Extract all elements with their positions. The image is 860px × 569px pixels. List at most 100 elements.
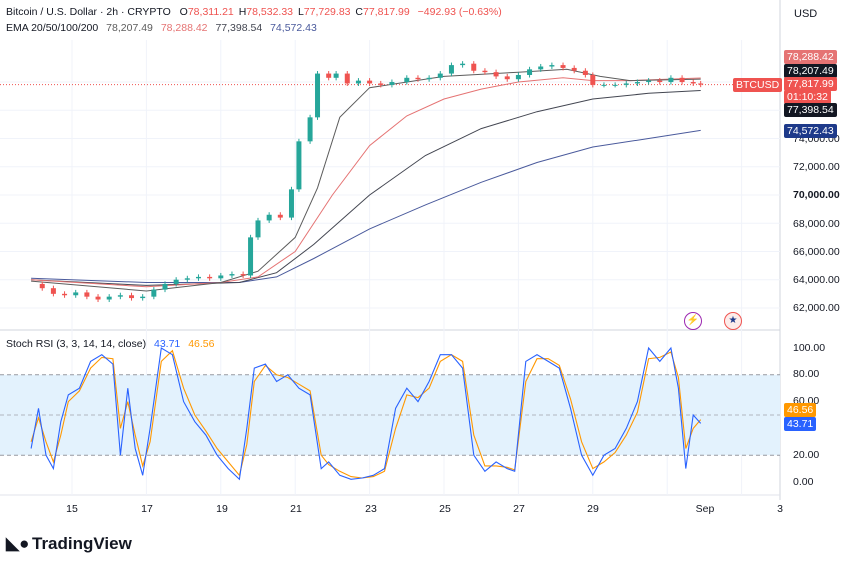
candle <box>117 295 123 297</box>
ema20-line <box>31 68 701 292</box>
price-tick: 70,000.00 <box>793 189 840 201</box>
candle <box>73 292 79 296</box>
x-tick: 17 <box>141 503 153 515</box>
us-flag-icon[interactable]: ★ <box>724 312 742 330</box>
low-label: L <box>297 6 304 18</box>
ema-header: EMA 20/50/100/200 78,207.49 78,288.42 77… <box>6 22 319 34</box>
candle <box>95 296 101 300</box>
candle <box>668 77 674 83</box>
ema-title: EMA 20/50/100/200 <box>6 22 99 34</box>
candle <box>493 72 499 77</box>
x-tick: 19 <box>216 503 228 515</box>
ema100-price-label: 77,398.54 <box>784 103 837 117</box>
stoch-d-line <box>30 349 702 479</box>
low-value: 77,729.83 <box>303 6 351 18</box>
candle <box>549 65 555 67</box>
candle <box>538 66 544 70</box>
candle <box>218 275 224 279</box>
brand-name: TradingView <box>32 534 132 553</box>
rsi-tick: 80.00 <box>793 368 820 380</box>
candle <box>315 73 321 118</box>
candle <box>601 84 607 86</box>
candle <box>426 77 432 80</box>
candle <box>690 82 696 84</box>
ema100-value: 77,398.54 <box>215 22 263 34</box>
ema100-line <box>31 90 701 286</box>
candle <box>106 296 112 300</box>
candle <box>404 77 410 83</box>
candle <box>560 65 566 68</box>
rsi-tick: 0.00 <box>793 476 814 488</box>
candle <box>378 83 384 85</box>
candle <box>229 274 235 276</box>
x-tick: 21 <box>290 503 302 515</box>
candle <box>184 278 190 280</box>
change-value: −492.93 (−0.63%) <box>417 6 502 18</box>
lightning-icon[interactable]: ⚡ <box>684 312 702 330</box>
candle <box>326 73 332 78</box>
candle <box>460 63 466 66</box>
stoch-k-label: 43.71 <box>784 417 817 431</box>
candle <box>623 83 629 85</box>
close-label: C <box>355 6 364 18</box>
candle <box>195 276 201 279</box>
tradingview-logo[interactable]: ◣● TradingView <box>6 534 132 554</box>
candle <box>471 63 477 71</box>
candle <box>515 74 521 80</box>
candle <box>307 117 313 142</box>
candle <box>657 80 663 83</box>
candle <box>288 189 294 218</box>
stoch-rsi-title: Stoch RSI (3, 3, 14, 14, close) <box>6 338 147 350</box>
candle <box>612 84 618 86</box>
ema200-price-label: 74,572.43 <box>784 124 837 138</box>
candle <box>173 279 179 284</box>
ema20-value: 78,207.49 <box>106 22 153 34</box>
price-tick: 66,000.00 <box>793 246 840 258</box>
last-price-label: 77,817.99 <box>784 77 837 91</box>
x-tick: 27 <box>513 503 525 515</box>
candle <box>344 73 350 84</box>
candle <box>266 214 272 221</box>
stoch-rsi-header: Stoch RSI (3, 3, 14, 14, close) 43.71 46… <box>6 338 216 350</box>
high-value: 78,532.33 <box>246 6 294 18</box>
price-tick: 62,000.00 <box>793 302 840 314</box>
x-tick: 3 <box>777 503 783 515</box>
candle <box>140 296 146 299</box>
candle <box>367 80 373 84</box>
candle <box>571 67 577 71</box>
candle <box>240 274 246 276</box>
ema-lines <box>31 68 701 292</box>
ema200-value: 74,572.43 <box>270 22 317 34</box>
open-value: 78,311.21 <box>187 6 234 18</box>
x-tick: 25 <box>439 503 451 515</box>
open-label: O <box>179 6 188 18</box>
high-label: H <box>238 6 247 18</box>
candle <box>646 80 652 83</box>
candle <box>62 293 68 296</box>
currency-label: USD <box>794 8 818 20</box>
ema50-price-label: 78,288.42 <box>784 50 837 64</box>
candle <box>482 70 488 73</box>
ticker-label: BTCUSD <box>733 78 783 92</box>
stoch-k-value: 43.71 <box>154 338 181 350</box>
candle <box>527 69 533 75</box>
candle <box>698 83 704 85</box>
candle <box>162 283 168 290</box>
stoch-d-label: 46.56 <box>784 403 817 417</box>
candle <box>207 276 213 279</box>
rsi-tick: 20.00 <box>793 449 820 461</box>
candle <box>389 82 395 85</box>
x-tick: 23 <box>365 503 377 515</box>
stoch-rsi-pane <box>0 346 780 481</box>
candle <box>248 237 254 276</box>
candle <box>504 76 510 80</box>
grid <box>0 0 781 500</box>
price-tick: 72,000.00 <box>793 161 840 173</box>
ohlc-header: Bitcoin / U.S. Dollar · 2h · CRYPTO O78,… <box>6 6 504 18</box>
candle <box>355 80 361 84</box>
candle <box>296 141 302 190</box>
candle <box>39 283 45 289</box>
countdown-label: 01:10:32 <box>784 90 831 104</box>
ema50-value: 78,288.42 <box>160 22 208 34</box>
